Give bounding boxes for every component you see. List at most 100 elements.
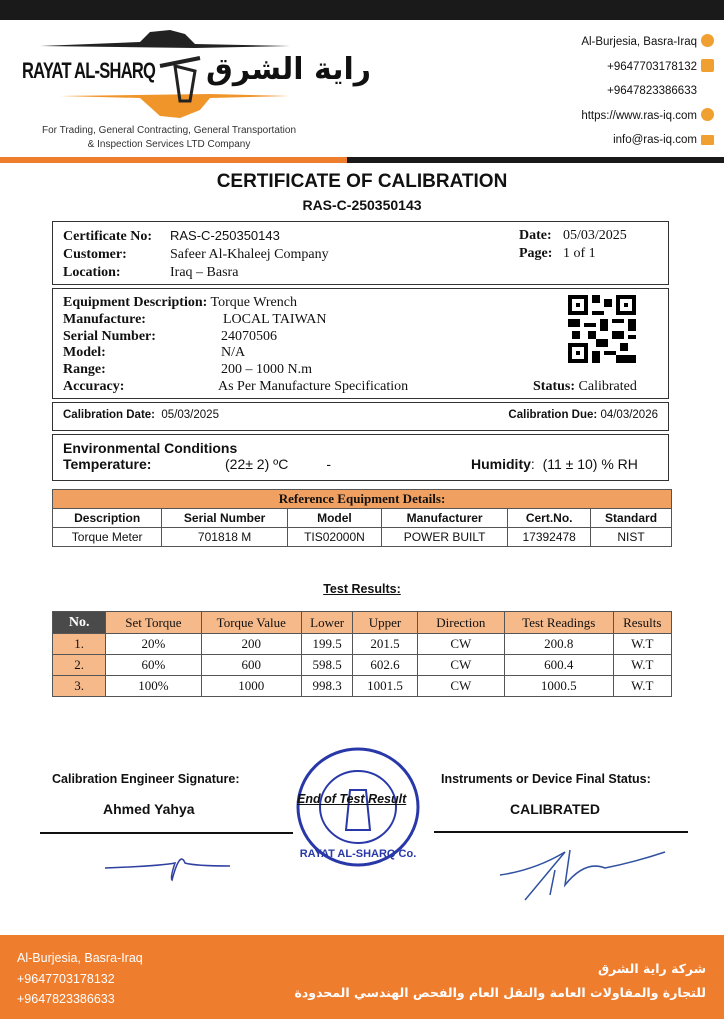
- reference-header-cell: Description: [51, 508, 163, 528]
- phone-icon: [701, 58, 714, 72]
- test-cell: 600.4: [503, 654, 614, 676]
- reference-cell: 701818 M: [161, 527, 288, 547]
- signature-line-left: [40, 832, 293, 834]
- end-of-test-result: End of Test Result: [297, 792, 407, 806]
- model: N/A: [221, 345, 246, 361]
- reference-header-cell: Model: [286, 508, 382, 528]
- test-results-title: Test Results:: [323, 582, 401, 596]
- reference-header-row: Description Serial Number Model Manufacture…: [51, 508, 672, 528]
- calibration-due: 04/03/2026: [600, 409, 658, 421]
- certificate-number: RAS-C-250350143: [170, 228, 280, 243]
- final-status-label: Instruments or Device Final Status:: [441, 772, 651, 786]
- test-cell: 2.: [51, 654, 107, 676]
- environment-box: Environmental Conditions Temperature: (22…: [52, 434, 669, 481]
- contact-email[interactable]: info@ras-iq.com: [581, 128, 714, 153]
- location-pin-icon: [701, 34, 714, 47]
- calibration-date: 05/03/2025: [161, 409, 219, 421]
- test-cell: 201.5: [352, 633, 418, 655]
- qr-code: [568, 295, 636, 363]
- reference-data-row: Torque Meter 701818 M TIS02000N POWER BUILT…: [51, 527, 672, 547]
- logo-text-ar: راية الشرق: [206, 52, 372, 87]
- reference-header-cell: Manufacturer: [380, 508, 509, 528]
- temperature: (22± 2) ºC: [225, 456, 289, 472]
- manufacture: LOCAL TAIWAN: [223, 311, 327, 327]
- status: Calibrated: [578, 379, 637, 394]
- footer-phone-1: +9647703178132: [17, 971, 115, 986]
- test-cell: CW: [416, 633, 505, 655]
- info-box: Certificate No: RAS-C-250350143 Customer:…: [52, 221, 669, 285]
- test-cell: 1000: [200, 675, 303, 697]
- test-cell: W.T: [612, 654, 673, 676]
- globe-icon: [701, 107, 714, 121]
- divider-orange: [0, 157, 347, 163]
- serial-number: 24070506: [221, 328, 277, 344]
- test-cell: 1001.5: [352, 675, 418, 697]
- divider-black: [347, 157, 724, 163]
- test-cell: 998.3: [300, 675, 354, 697]
- test-cell: W.T: [612, 633, 673, 655]
- contact-phone-1: +9647703178132: [581, 55, 714, 80]
- test-cell: W.T: [612, 675, 673, 697]
- reference-cell: POWER BUILT: [380, 527, 509, 547]
- footer-phone-2: +9647823386633: [17, 992, 115, 1006]
- tagline-line-2: & Inspection Services LTD Company: [87, 139, 251, 150]
- final-status: CALIBRATED: [510, 801, 600, 817]
- reference-header-cell: Cert.No.: [507, 508, 592, 528]
- svg-text:RAYAT AL-SHARQ Co.: RAYAT AL-SHARQ Co.: [300, 848, 417, 860]
- reference-cell: TIS02000N: [286, 527, 382, 547]
- reference-cell: 17392478: [507, 527, 592, 547]
- reference-header-cell: Standard: [590, 508, 672, 528]
- range: 200 – 1000 N.m: [221, 362, 312, 378]
- test-cell: 199.5: [300, 633, 354, 655]
- table-row: 2. 60% 600 598.5 602.6 CW 600.4 W.T: [51, 654, 673, 676]
- test-cell: 20%: [105, 633, 202, 655]
- logo-text-en: RAYAT AL-SHARQ: [22, 58, 156, 83]
- test-header-cell: Upper: [352, 611, 418, 634]
- table-row: 3. 100% 1000 998.3 1001.5 CW 1000.5 W.T: [51, 675, 673, 697]
- signature-line-right: [434, 831, 688, 833]
- tagline: For Trading, General Contracting, Genera…: [14, 124, 324, 152]
- location: Iraq – Basra: [170, 265, 239, 280]
- contact-address: Al-Burjesia, Basra-Iraq: [581, 30, 714, 55]
- contact-website[interactable]: https://www.ras-iq.com: [581, 104, 714, 129]
- test-header-cell: Torque Value: [200, 611, 303, 634]
- engineer-name: Ahmed Yahya: [103, 801, 195, 817]
- test-header-cell: Direction: [416, 611, 505, 634]
- footer-arabic-name: شركة راية الشرق: [597, 961, 706, 976]
- page-number: 1 of 1: [563, 246, 596, 261]
- test-results-table: No. Set Torque Torque Value Lower Upper Direc…: [51, 611, 673, 697]
- test-cell: 1.: [51, 633, 107, 655]
- test-cell: 1000.5: [503, 675, 614, 697]
- equipment-box: Equipment Description: Torque Wrench Man…: [52, 288, 669, 399]
- test-cell: 602.6: [352, 654, 418, 676]
- equipment-description: Torque Wrench: [210, 295, 297, 310]
- accuracy: As Per Manufacture Specification: [218, 378, 409, 394]
- humidity: (11 ± 10) % RH: [542, 456, 638, 472]
- test-header-cell: Test Readings: [503, 611, 614, 634]
- contact-phone-2: +9647823386633: [607, 85, 697, 97]
- page-title: CERTIFICATE OF CALIBRATION: [216, 171, 508, 192]
- reference-header-cell: Serial Number: [161, 508, 288, 528]
- reference-title: Reference Equipment Details:: [52, 489, 672, 509]
- test-cell: 200.8: [503, 633, 614, 655]
- customer: Safeer Al-Khaleej Company: [170, 247, 329, 262]
- test-cell: CW: [416, 654, 505, 676]
- certificate-code: RAS-C-250350143: [302, 197, 422, 213]
- test-cell: 3.: [51, 675, 107, 697]
- test-cell: CW: [416, 675, 505, 697]
- test-cell: 100%: [105, 675, 202, 697]
- device-signature: [499, 849, 666, 901]
- logo-graphic: [40, 30, 290, 118]
- footer-address: Al-Burjesia, Basra-Iraq: [17, 951, 143, 965]
- footer-arabic-description: للتجارة والمقاولات العامة والنقل العام و…: [294, 985, 707, 1000]
- reference-equipment-table: Reference Equipment Details: Description…: [51, 489, 672, 547]
- table-row: 1. 20% 200 199.5 201.5 CW 200.8 W.T: [51, 633, 673, 655]
- test-header-row: No. Set Torque Torque Value Lower Upper Direc…: [51, 611, 673, 634]
- tagline-line-1: For Trading, General Contracting, Genera…: [41, 125, 297, 136]
- date: 05/03/2025: [563, 228, 627, 243]
- company-stamp: RAYAT AL-SHARQ Co.: [296, 747, 420, 867]
- test-cell: 600: [200, 654, 303, 676]
- engineer-signature: [104, 858, 231, 882]
- test-header-cell: No.: [51, 611, 107, 634]
- reference-cell: NIST: [590, 527, 672, 547]
